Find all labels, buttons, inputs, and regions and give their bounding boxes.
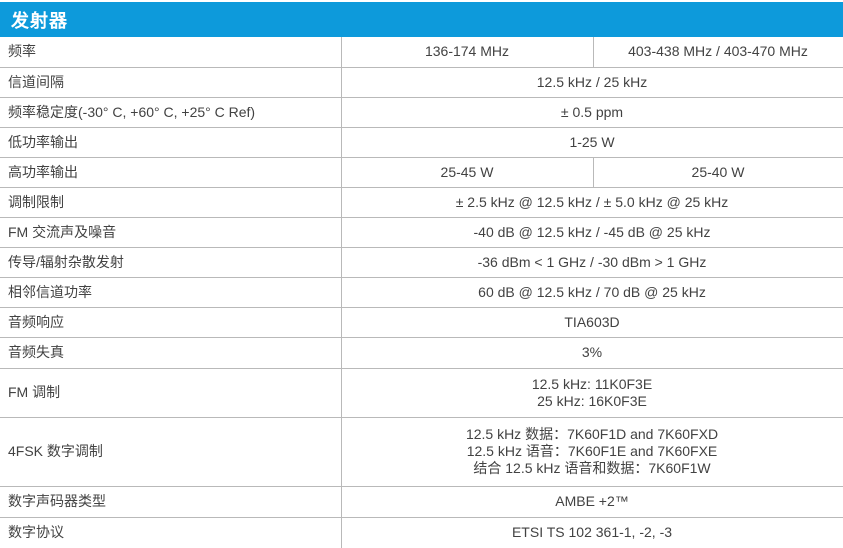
spec-value-line: 136-174 MHz — [424, 43, 510, 60]
spec-value: ± 0.5 ppm — [340, 96, 843, 128]
spec-table: 频率 136-174 MHz 403-438 MHz / 403-470 MHz 信道… — [0, 37, 843, 548]
spec-value: TIA603D — [340, 306, 843, 338]
section-title: 发射器 — [11, 10, 68, 31]
table-row: 频率 136-174 MHz 403-438 MHz / 403-470 MHz — [0, 37, 843, 68]
spec-value-line: 结合 12.5 kHz 语音和数据：7K60F1W — [473, 460, 711, 476]
spec-label: 频率稳定度(-30° C, +60° C, +25° C Ref) — [0, 96, 342, 128]
spec-label: 高功率输出 — [0, 156, 342, 188]
spec-label: 信道间隔 — [0, 66, 342, 98]
table-row: 音频响应 TIA603D — [0, 306, 843, 338]
spec-label: 相邻信道功率 — [0, 276, 342, 308]
spec-value: 136-174 MHz — [340, 37, 594, 68]
spec-value: 25-45 W — [340, 156, 594, 188]
spec-value-line: 12.5 kHz: 11K0F3E — [531, 375, 653, 392]
section-header: 发射器 — [0, 2, 843, 37]
spec-value-line: 12.5 kHz 数据：7K60F1D and 7K60FXD — [465, 426, 719, 442]
spec-label: 低功率输出 — [0, 126, 342, 158]
spec-value: 60 dB @ 12.5 kHz / 70 dB @ 25 kHz — [340, 276, 843, 308]
spec-value-line: 1-25 W — [569, 133, 615, 150]
spec-label: FM 交流声及噪音 — [0, 216, 342, 248]
spec-value: -40 dB @ 12.5 kHz / -45 dB @ 25 kHz — [340, 216, 843, 248]
spec-value: 12.5 kHz: 11K0F3E 25 kHz: 16K0F3E — [340, 367, 843, 418]
spec-label: 数字协议 — [0, 516, 342, 548]
spec-label: 音频响应 — [0, 306, 342, 338]
spec-value-line: -36 dBm < 1 GHz / -30 dBm > 1 GHz — [477, 253, 707, 270]
spec-value: 12.5 kHz / 25 kHz — [340, 66, 843, 98]
table-row: FM 调制 12.5 kHz: 11K0F3E 25 kHz: 16K0F3E — [0, 367, 843, 418]
spec-value-line: ± 2.5 kHz @ 12.5 kHz / ± 5.0 kHz @ 25 kH… — [455, 193, 729, 210]
table-row: 数字协议 ETSI TS 102 361-1, -2, -3 — [0, 516, 843, 548]
spec-value-line: -40 dB @ 12.5 kHz / -45 dB @ 25 kHz — [473, 223, 711, 240]
table-row: 频率稳定度(-30° C, +60° C, +25° C Ref) ± 0.5 p… — [0, 96, 843, 128]
spec-value-line: 25 kHz: 16K0F3E — [537, 392, 647, 409]
spec-value-line: 3% — [581, 344, 603, 360]
spec-value-line: 12.5 kHz 语音：7K60F1E and 7K60FXE — [466, 443, 718, 459]
table-row: 信道间隔 12.5 kHz / 25 kHz — [0, 66, 843, 98]
table-row: 低功率输出 1-25 W — [0, 126, 843, 158]
spec-value: ± 2.5 kHz @ 12.5 kHz / ± 5.0 kHz @ 25 kH… — [340, 186, 843, 218]
spec-value-line: 25-40 W — [691, 163, 745, 180]
spec-value: ETSI TS 102 361-1, -2, -3 — [340, 516, 843, 548]
table-row: 音频失真 3% — [0, 336, 843, 369]
spec-value: 25-40 W — [592, 156, 843, 188]
spec-value: 3% — [340, 336, 843, 369]
table-row: 调制限制 ± 2.5 kHz @ 12.5 kHz / ± 5.0 kHz @ 2… — [0, 186, 843, 218]
spec-value-line: 60 dB @ 12.5 kHz / 70 dB @ 25 kHz — [478, 283, 706, 300]
spec-value: AMBE +2™ — [340, 485, 843, 518]
table-row: 高功率输出 25-45 W 25-40 W — [0, 156, 843, 188]
spec-label: 传导/辐射杂散发射 — [0, 246, 342, 278]
table-row: 相邻信道功率 60 dB @ 12.5 kHz / 70 dB @ 25 kHz — [0, 276, 843, 308]
spec-value-line: 25-45 W — [440, 163, 494, 180]
spec-value: 403-438 MHz / 403-470 MHz — [592, 37, 843, 68]
spec-label: 数字声码器类型 — [0, 485, 342, 518]
spec-label: FM 调制 — [0, 367, 342, 418]
spec-value-line: TIA603D — [564, 313, 620, 330]
table-row: FM 交流声及噪音 -40 dB @ 12.5 kHz / -45 dB @ 25… — [0, 216, 843, 248]
spec-value-line: AMBE +2™ — [555, 493, 629, 509]
spec-value-line: 403-438 MHz / 403-470 MHz — [628, 43, 808, 60]
spec-label: 4FSK 数字调制 — [0, 416, 342, 487]
spec-label: 音频失真 — [0, 336, 342, 369]
spec-value: 1-25 W — [340, 126, 843, 158]
table-row: 传导/辐射杂散发射 -36 dBm < 1 GHz / -30 dBm > 1 G… — [0, 246, 843, 278]
spec-value: 12.5 kHz 数据：7K60F1D and 7K60FXD 12.5 kHz … — [340, 416, 843, 487]
spec-label: 调制限制 — [0, 186, 342, 218]
spec-label: 频率 — [0, 37, 342, 68]
table-row: 数字声码器类型 AMBE +2™ — [0, 485, 843, 518]
table-row: 4FSK 数字调制 12.5 kHz 数据：7K60F1D and 7K60FXD… — [0, 416, 843, 487]
spec-value-line: ETSI TS 102 361-1, -2, -3 — [511, 524, 673, 541]
spec-value-line: 12.5 kHz / 25 kHz — [536, 73, 648, 90]
spec-value: -36 dBm < 1 GHz / -30 dBm > 1 GHz — [340, 246, 843, 278]
spec-value-line: ± 0.5 ppm — [560, 103, 624, 120]
